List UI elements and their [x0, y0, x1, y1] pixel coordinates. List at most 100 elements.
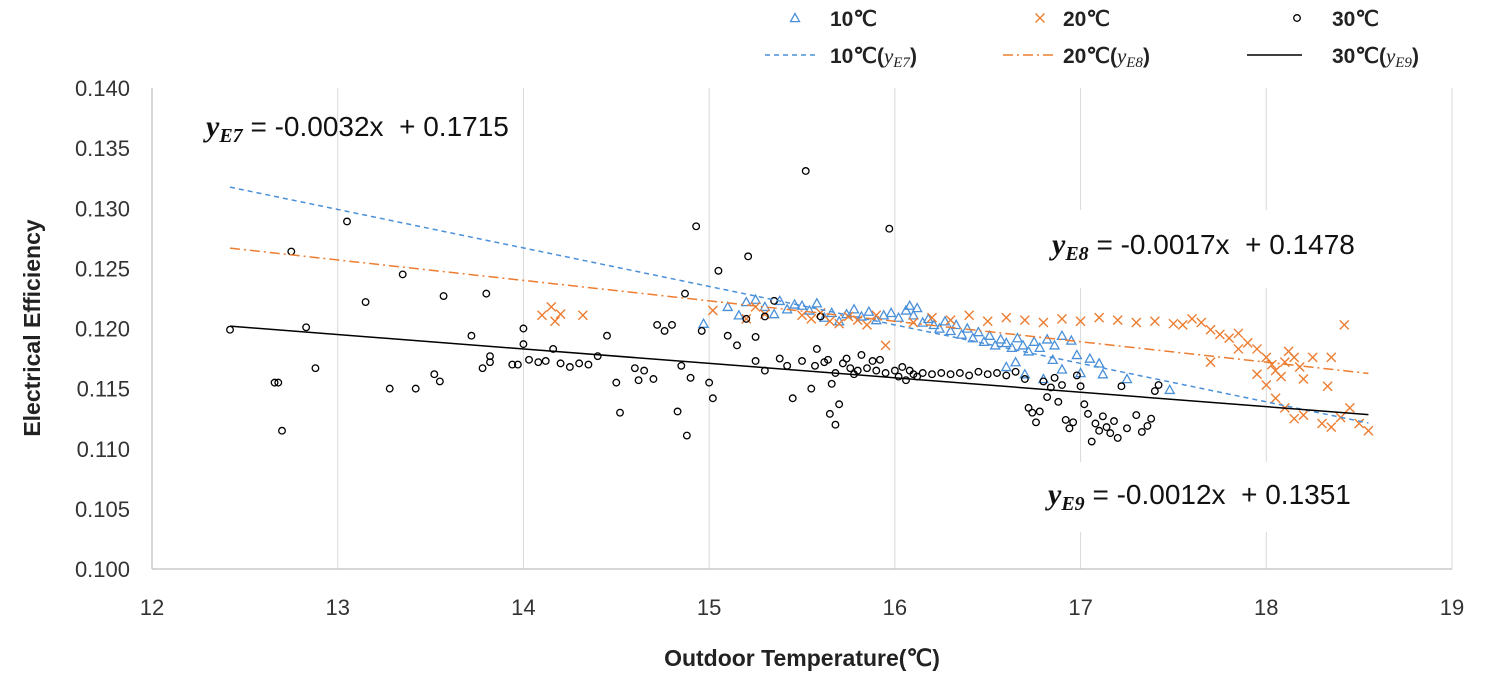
y-tick-label-0.125: 0.125: [75, 256, 130, 281]
point-x-25: [1019, 315, 1030, 326]
grid: [337, 88, 1453, 569]
point-circle-66: [811, 361, 819, 370]
point-x-59: [1317, 418, 1327, 429]
point-triangle-3: [740, 296, 752, 307]
point-circle-102: [1011, 367, 1020, 376]
point-circle-20: [508, 360, 517, 369]
point-x-58: [1298, 410, 1309, 421]
point-x-47: [1279, 357, 1290, 368]
point-circle-26: [541, 357, 550, 365]
point-circle-10: [398, 270, 407, 279]
point-circle-21: [513, 360, 522, 369]
point-circle-98: [974, 367, 983, 376]
point-circle-57: [751, 357, 760, 365]
legend-label-6: 30℃(yE9): [1332, 44, 1419, 71]
point-x-22: [964, 310, 975, 321]
legend: 10℃ 20℃ 30℃ 10℃(yE7) 20℃(yE8) 30℃(yE9): [765, 8, 1419, 71]
point-circle-118: [1076, 382, 1085, 391]
point-circle-86: [894, 372, 903, 381]
point-circle-131: [1132, 411, 1141, 420]
point-triangle-48: [1028, 335, 1040, 346]
point-circle-51: [708, 394, 717, 403]
point-circle-34: [612, 378, 621, 387]
point-triangle-62: [1093, 357, 1105, 368]
point-circle-48: [692, 222, 701, 231]
point-circle-124: [1098, 412, 1107, 421]
point-x-16: [862, 319, 872, 330]
point-circle-104: [1024, 403, 1033, 412]
point-x-21: [945, 315, 956, 326]
point-circle-64: [801, 167, 810, 175]
point-circle-128: [1113, 433, 1122, 442]
point-circle-49: [697, 326, 706, 335]
point-circle-117: [1072, 371, 1081, 380]
point-triangle-32: [939, 315, 951, 326]
point-x-39: [1224, 333, 1235, 344]
x-tick-label-14: 14: [511, 595, 535, 620]
point-circle-43: [673, 407, 682, 416]
point-triangle-56: [1097, 368, 1109, 379]
point-x-68: [1233, 343, 1244, 354]
point-circle-116: [1069, 418, 1078, 427]
point-triangle-36: [961, 322, 973, 333]
point-circle-130: [1123, 424, 1131, 433]
equation-E7: yE7 = -0.0032x + 0.1715: [203, 110, 509, 147]
point-circle-42: [668, 320, 676, 329]
trendline-20c: [229, 247, 1369, 375]
point-circle-97: [965, 371, 974, 380]
point-x-23: [982, 316, 993, 327]
point-x-2: [550, 316, 560, 327]
point-circle-30: [575, 359, 584, 368]
point-circle-54: [733, 341, 741, 350]
point-circle-27: [549, 344, 558, 353]
point-circle-87: [898, 363, 907, 371]
point-circle-72: [835, 400, 844, 409]
point-x-33: [1168, 318, 1179, 329]
point-triangle-47: [1022, 345, 1035, 356]
point-triangle-35: [956, 328, 968, 339]
point-circle-113: [1058, 381, 1066, 389]
point-x-57: [1289, 413, 1300, 424]
point-x-67: [1339, 319, 1350, 330]
legend-label-3: 30℃: [1332, 8, 1379, 31]
point-circle-58: [760, 312, 769, 321]
point-circle-50: [705, 378, 714, 387]
point-triangle-11: [803, 304, 816, 315]
point-x-52: [1307, 352, 1318, 363]
point-circle-141: [751, 332, 760, 341]
equation-E8: yE8 = -0.0017x + 0.1478: [1049, 228, 1355, 265]
point-circle-83: [881, 369, 890, 377]
x-tick-label-17: 17: [1068, 595, 1092, 620]
x-tick-label-13: 13: [325, 595, 349, 620]
point-x-9: [797, 310, 807, 321]
point-x-18: [880, 340, 891, 351]
point-x-1: [546, 301, 557, 312]
point-x-66: [1326, 352, 1337, 363]
legend-label-4: 10℃(yE7): [830, 44, 917, 71]
point-triangle-25: [904, 299, 916, 310]
point-x-13: [834, 318, 845, 329]
point-triangle-44: [1006, 341, 1018, 352]
point-circle-3: [278, 426, 286, 435]
point-circle-122: [1091, 419, 1100, 428]
trendlines: [229, 186, 1369, 424]
point-circle-12: [430, 370, 439, 379]
point-x-41: [1242, 337, 1253, 348]
point-circle-114: [1061, 415, 1070, 424]
point-circle-5: [302, 323, 311, 332]
point-circle-119: [1080, 400, 1089, 409]
point-circle-123: [1095, 426, 1104, 435]
point-x-64: [1363, 425, 1374, 436]
trendline-30c: [229, 325, 1369, 416]
point-circle-65: [807, 384, 816, 393]
y-tick-label-0.120: 0.120: [75, 317, 130, 342]
point-x-31: [1131, 317, 1142, 328]
y-tick-label-0.135: 0.135: [75, 136, 130, 161]
point-triangle-17: [848, 303, 860, 314]
point-circle-14: [439, 292, 448, 300]
point-circle-112: [1054, 397, 1063, 406]
point-circle-37: [634, 376, 643, 385]
point-circle-106: [1032, 418, 1040, 427]
point-circle-101: [1002, 371, 1011, 380]
point-circle-96: [955, 369, 964, 377]
